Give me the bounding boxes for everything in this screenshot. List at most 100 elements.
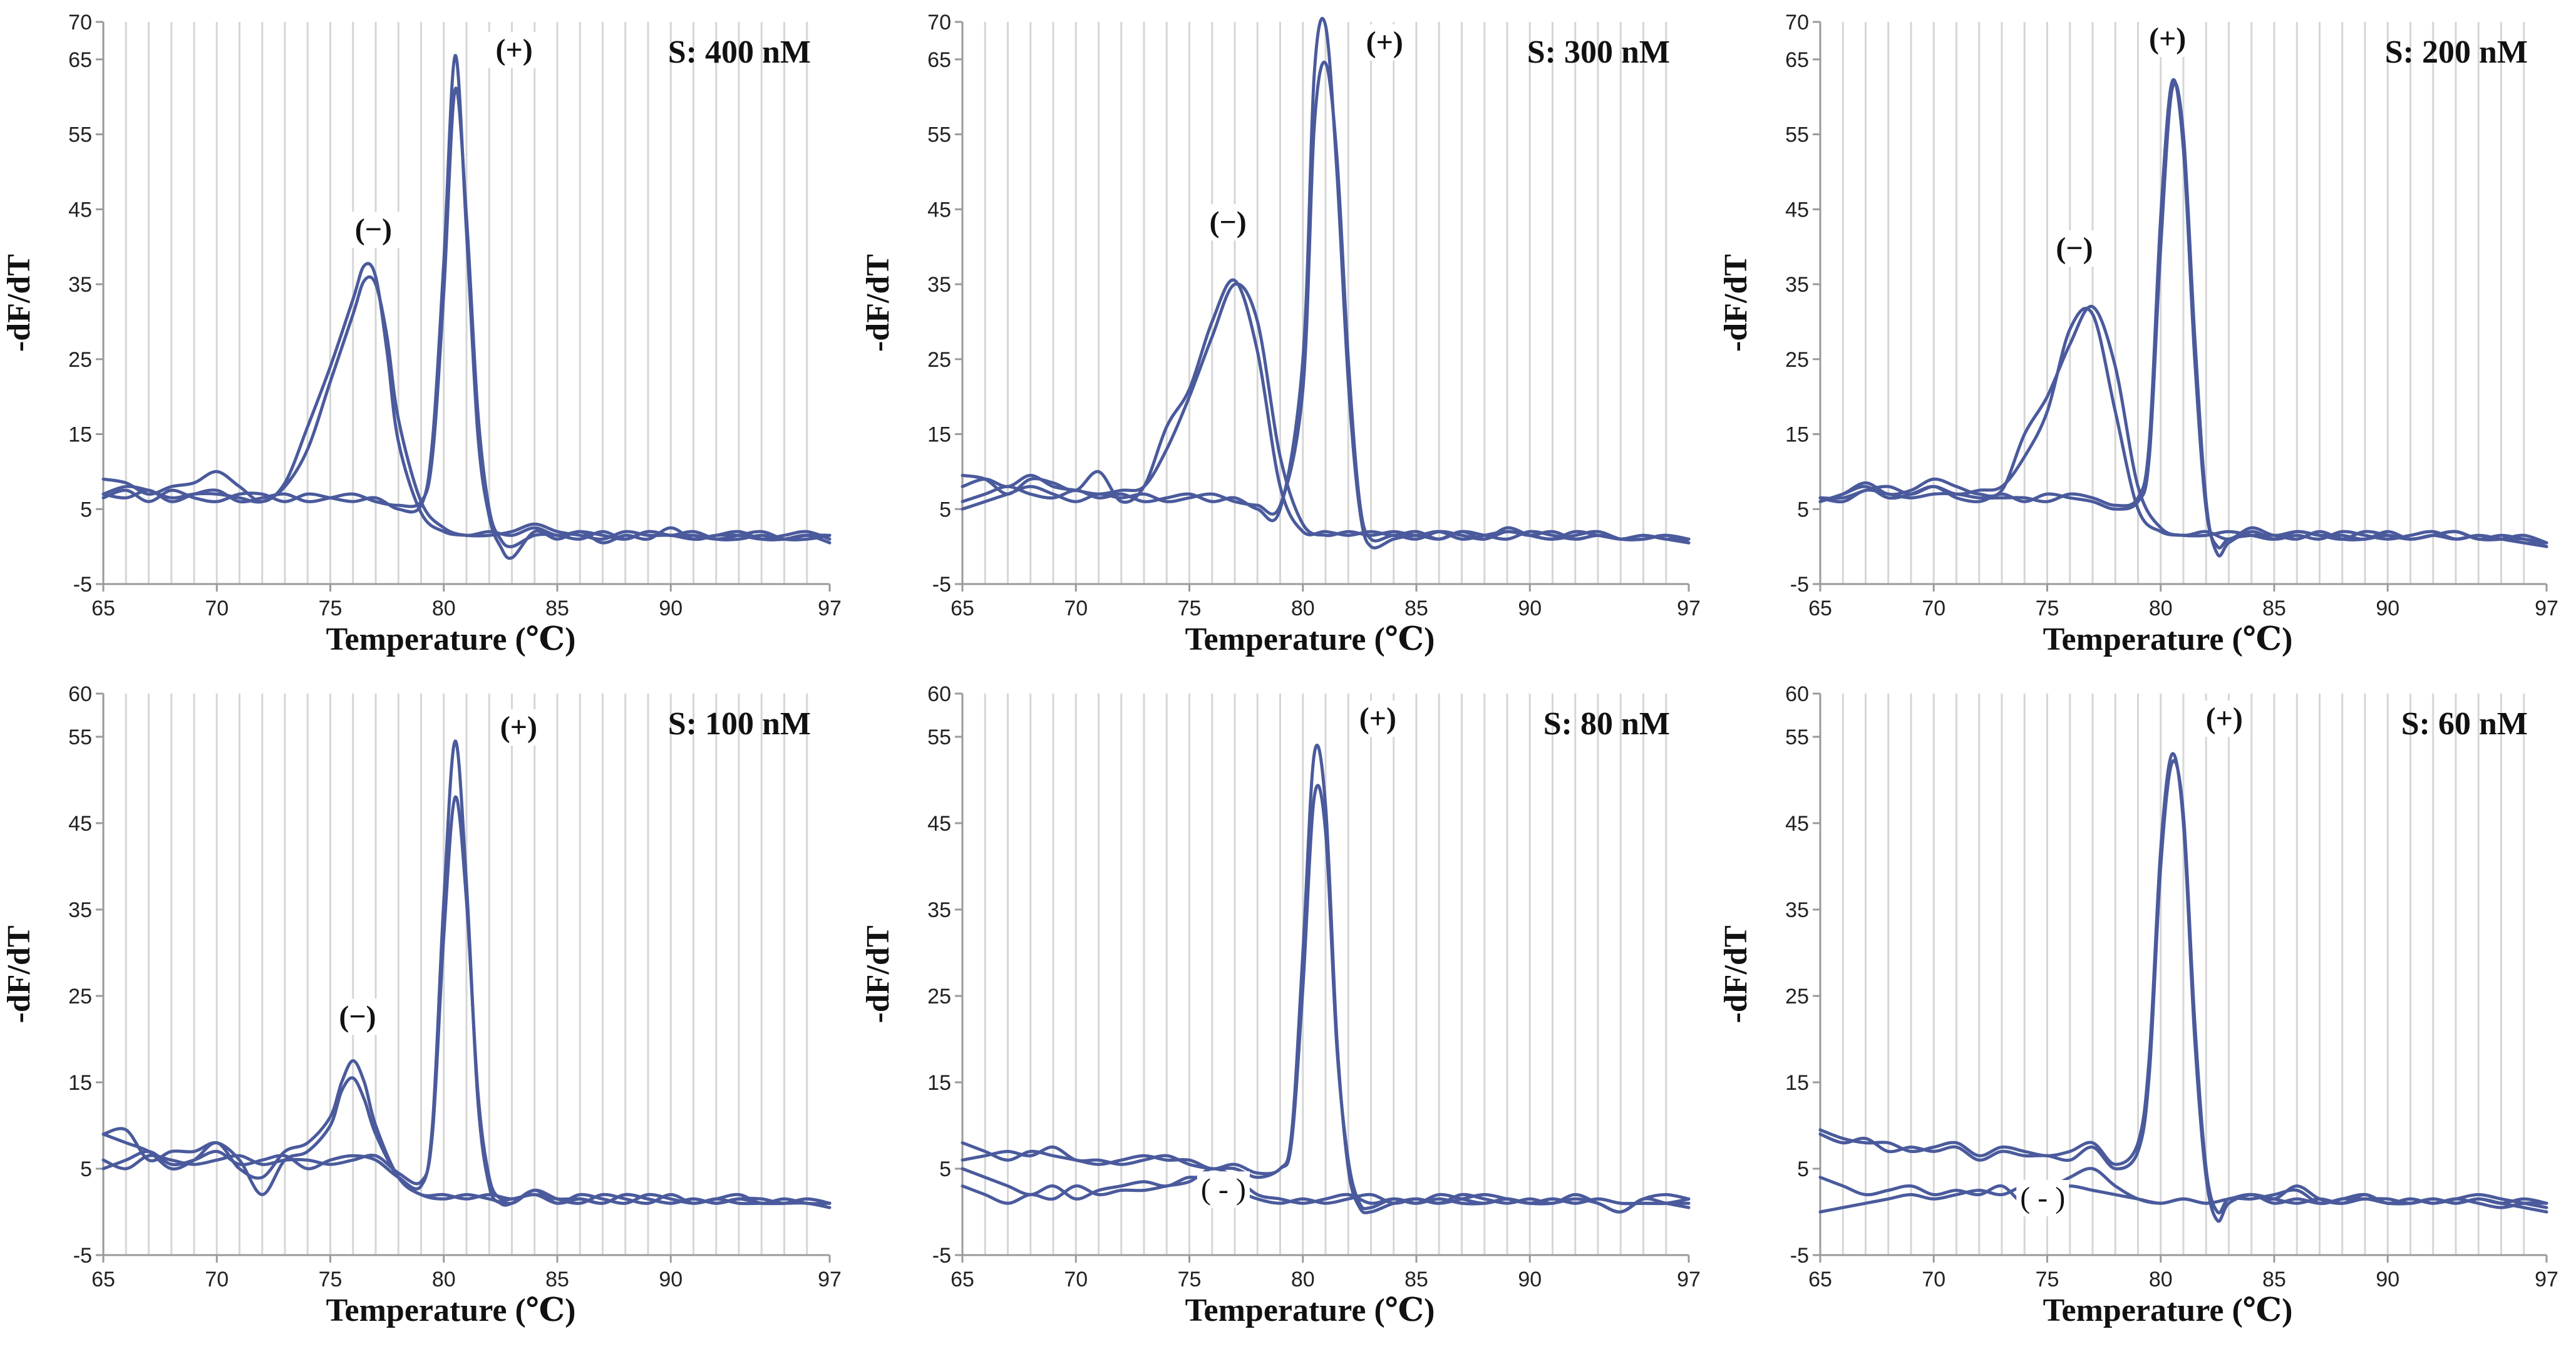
annotation-background: [1202, 204, 1255, 241]
x-tick-label: 70: [1064, 597, 1088, 620]
y-tick-label: -5: [1790, 573, 1809, 597]
peak-annotation: (+): [500, 710, 537, 744]
x-tick-label: 85: [1404, 1268, 1428, 1291]
y-tick-label: -5: [932, 573, 951, 597]
series-line-negative-2: [101, 1076, 832, 1209]
y-tick-label: 60: [927, 682, 951, 706]
y-tick-label: -5: [1790, 1244, 1809, 1268]
peak-annotation: ( - ): [1201, 1172, 1246, 1206]
y-tick-label: 15: [927, 1071, 951, 1095]
y-tick-label: 15: [927, 423, 951, 447]
panel-title: S: 100 nM: [668, 706, 811, 742]
annotation-background: [1351, 700, 1404, 737]
y-tick-label: 35: [1785, 273, 1809, 297]
y-tick-label: 25: [68, 348, 92, 372]
y-tick-label: 65: [68, 48, 92, 72]
x-tick-label: 75: [319, 1268, 343, 1291]
x-tick-label: 75: [1178, 1268, 1202, 1291]
x-axis-title: Temperature (℃): [1185, 1293, 1435, 1328]
y-tick-label: 5: [80, 1157, 92, 1181]
y-axis-title: -dF/dT: [860, 254, 896, 352]
x-tick-label: 90: [2376, 1268, 2399, 1291]
series-line-negative-2: [1818, 1184, 2548, 1214]
y-tick-label: 55: [1785, 123, 1809, 147]
y-tick-label: -5: [73, 573, 92, 597]
y-axis-title: -dF/dT: [1, 925, 37, 1023]
y-axis-title: -dF/dT: [1718, 254, 1754, 352]
x-tick-label: 75: [1178, 597, 1202, 620]
chart-panel-3: -5 5 15 25 35 45 55 65 70 65 70 75 80 85 90 97 Temperatu…: [1718, 11, 2558, 657]
chart-panel-5: -5 5 15 25 35 45 55 60 65 70 75 80 85 90 97 Temperature…: [860, 682, 1701, 1328]
annotation-background: [488, 31, 541, 68]
peak-annotation: (−): [355, 213, 392, 246]
x-tick-label: 65: [951, 1268, 974, 1291]
x-tick-label: 90: [1518, 1268, 1542, 1291]
y-tick-label: 5: [1797, 1157, 1809, 1181]
x-tick-label: 90: [659, 1268, 683, 1291]
x-tick-label: 85: [2262, 1268, 2286, 1291]
y-tick-label: 15: [68, 423, 92, 447]
y-tick-label: 70: [68, 11, 92, 34]
x-tick-label: 97: [2535, 1268, 2558, 1291]
y-tick-label: 70: [1785, 11, 1809, 34]
y-tick-label: 65: [1785, 48, 1809, 72]
peak-annotation: (+): [2206, 702, 2243, 735]
y-tick-label: 45: [1785, 812, 1809, 836]
x-tick-label: 97: [818, 597, 842, 620]
y-tick-label: 55: [68, 726, 92, 749]
annotation-background: [2016, 1180, 2069, 1217]
x-axis-title: Temperature (℃): [2043, 622, 2293, 657]
x-axis-title: Temperature (℃): [326, 1293, 576, 1328]
x-tick-label: 97: [1677, 597, 1701, 620]
x-tick-label: 70: [1922, 597, 1945, 620]
y-axis-title: -dF/dT: [860, 925, 896, 1023]
series-line-positive-2: [961, 61, 1691, 543]
y-tick-label: 15: [1785, 423, 1809, 447]
peak-annotation: (−): [339, 1000, 376, 1033]
y-tick-label: 55: [1785, 726, 1809, 749]
chart-panel-4: -5 5 15 25 35 45 55 60 65 70 75 80 85 90 97 Temperature…: [1, 682, 842, 1328]
x-tick-label: 85: [545, 1268, 569, 1291]
y-tick-label: 25: [1785, 348, 1809, 372]
y-tick-label: 15: [1785, 1071, 1809, 1095]
y-tick-label: 55: [927, 123, 951, 147]
y-tick-label: 35: [927, 898, 951, 922]
y-tick-label: 35: [68, 898, 92, 922]
y-tick-label: 65: [927, 48, 951, 72]
chart-panel-2: -5 5 15 25 35 45 55 65 70 65 70 75 80 85 90 97 Temperatu…: [860, 11, 1701, 657]
x-tick-label: 65: [91, 597, 115, 620]
y-tick-label: 5: [1797, 498, 1809, 521]
panel-title: S: 200 nM: [2385, 34, 2528, 70]
annotation-background: [1197, 1171, 1250, 1208]
x-tick-label: 70: [1064, 1268, 1088, 1291]
x-tick-label: 90: [2376, 597, 2399, 620]
series-line-negative-2: [961, 282, 1691, 541]
y-axis-title: -dF/dT: [1, 254, 37, 352]
x-tick-label: 80: [1291, 1268, 1315, 1291]
peak-annotation: (+): [1366, 26, 1403, 59]
y-tick-label: 45: [927, 812, 951, 836]
x-tick-label: 75: [2036, 597, 2059, 620]
annotation-background: [347, 212, 400, 249]
series-line-positive-2: [1818, 759, 2548, 1215]
panel-title: S: 300 nM: [1527, 34, 1670, 70]
x-tick-label: 70: [1922, 1268, 1945, 1291]
panel-title: S: 60 nM: [2401, 706, 2528, 742]
series-line-positive-1: [101, 739, 832, 1207]
y-tick-label: 60: [1785, 682, 1809, 706]
series-line-negative-1: [961, 1167, 1691, 1214]
y-tick-label: 35: [1785, 898, 1809, 922]
y-tick-label: 55: [927, 726, 951, 749]
x-tick-label: 97: [818, 1268, 842, 1291]
y-tick-label: 25: [1785, 985, 1809, 1008]
x-tick-label: 90: [1518, 597, 1542, 620]
x-tick-label: 65: [1808, 597, 1832, 620]
x-tick-label: 65: [91, 1268, 115, 1291]
y-tick-label: 45: [68, 812, 92, 836]
y-tick-label: 45: [1785, 198, 1809, 222]
x-tick-label: 90: [659, 597, 683, 620]
x-tick-label: 70: [205, 1268, 229, 1291]
chart-panel-1: -5 5 15 25 35 45 55 65 70 65 70 75 80 85 90 97 Temperatu…: [1, 11, 842, 657]
panel-title: S: 400 nM: [668, 34, 811, 70]
annotation-background: [331, 998, 384, 1035]
